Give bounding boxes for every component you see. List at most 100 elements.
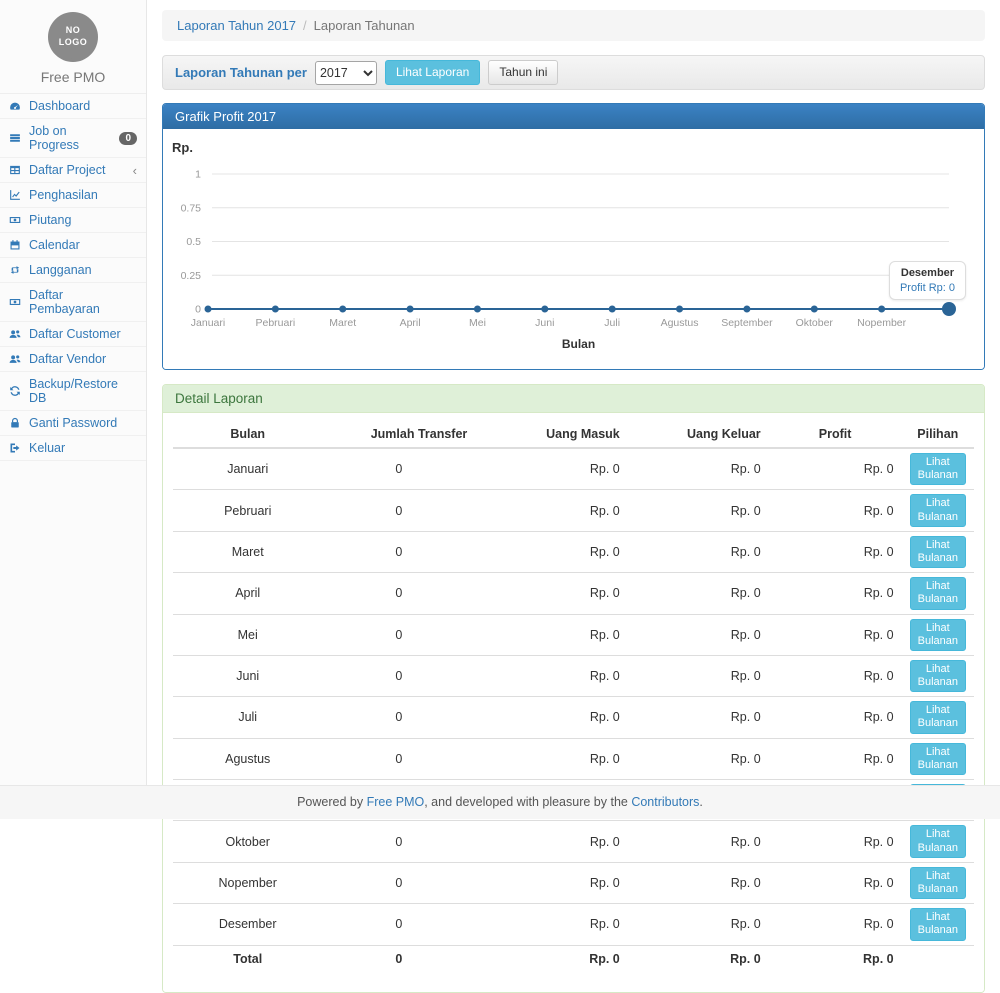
column-header: Jumlah Transfer [322, 421, 475, 448]
sidebar-item-calendar[interactable]: Calendar [0, 233, 146, 258]
cell-month: Juli [173, 697, 322, 738]
sidebar-item-ganti-password[interactable]: Ganti Password [0, 411, 146, 436]
tasks-icon [9, 132, 25, 144]
svg-text:September: September [721, 317, 773, 329]
cell-transfers: 0 [322, 448, 475, 490]
cell-profit: Rp. 0 [769, 904, 902, 945]
cell-transfers: 0 [322, 614, 475, 655]
lihat-bulanan-button[interactable]: Lihat Bulanan [910, 494, 966, 526]
line-chart-icon [9, 189, 25, 201]
svg-text:0.5: 0.5 [186, 236, 201, 248]
chart-panel-title: Grafik Profit 2017 [163, 104, 984, 129]
sidebar-item-keluar[interactable]: Keluar [0, 436, 146, 461]
lihat-bulanan-button[interactable]: Lihat Bulanan [910, 908, 966, 940]
svg-text:Juni: Juni [535, 317, 554, 329]
tooltip-value: Profit Rp: 0 [900, 282, 955, 294]
lihat-bulanan-button[interactable]: Lihat Bulanan [910, 867, 966, 899]
sidebar-item-langganan[interactable]: Langganan [0, 258, 146, 283]
breadcrumb-current: Laporan Tahunan [314, 18, 415, 33]
cell-profit: Rp. 0 [769, 531, 902, 572]
lihat-bulanan-button[interactable]: Lihat Bulanan [910, 619, 966, 651]
footer-link-free-pmo[interactable]: Free PMO [367, 795, 425, 809]
svg-text:1: 1 [195, 169, 201, 181]
y-axis-title: Rp. [172, 140, 193, 155]
svg-text:0: 0 [195, 304, 201, 316]
sidebar: NO LOGO Free PMO Dashboard Job on Progre… [0, 0, 147, 785]
lihat-bulanan-button[interactable]: Lihat Bulanan [910, 825, 966, 857]
sidebar-item-penghasilan[interactable]: Penghasilan [0, 183, 146, 208]
sidebar-item-job-on-progress[interactable]: Job on Progress 0 [0, 119, 146, 158]
tahun-ini-button[interactable]: Tahun ini [488, 60, 558, 84]
footer-text-middle: , and developed with pleasure by the [424, 795, 631, 809]
cell-uang-keluar: Rp. 0 [628, 738, 769, 779]
breadcrumb-separator: / [303, 18, 307, 33]
svg-text:Pebruari: Pebruari [256, 317, 296, 329]
cell-uang-masuk: Rp. 0 [475, 490, 627, 531]
footer-text-prefix: Powered by [297, 795, 366, 809]
table-row: Juli 0 Rp. 0 Rp. 0 Rp. 0 Lihat Bulanan [173, 697, 974, 738]
cell-uang-masuk: Rp. 0 [475, 821, 627, 862]
cell-month: April [173, 573, 322, 614]
calendar-icon [9, 239, 25, 251]
table-total-row: Total 0 Rp. 0 Rp. 0 Rp. 0 [173, 945, 974, 970]
total-profit: Rp. 0 [769, 945, 902, 970]
lihat-bulanan-button[interactable]: Lihat Bulanan [910, 743, 966, 775]
report-controls: Laporan Tahunan per 2017 Lihat Laporan T… [162, 55, 985, 90]
lihat-bulanan-button[interactable]: Lihat Bulanan [910, 536, 966, 568]
cell-uang-masuk: Rp. 0 [475, 531, 627, 572]
no-logo-badge: NO LOGO [48, 12, 98, 62]
cell-transfers: 0 [322, 904, 475, 945]
sidebar-item-dashboard[interactable]: Dashboard [0, 94, 146, 119]
refresh-icon [9, 385, 25, 397]
sidebar-item-daftar-project[interactable]: Daftar Project ‹ [0, 158, 146, 183]
sidebar-item-daftar-customer[interactable]: Daftar Customer [0, 322, 146, 347]
cell-uang-keluar: Rp. 0 [628, 490, 769, 531]
svg-text:Nopember: Nopember [857, 317, 907, 329]
sidebar-item-daftar-vendor[interactable]: Daftar Vendor [0, 347, 146, 372]
breadcrumb-link-year-report[interactable]: Laporan Tahun 2017 [177, 18, 296, 33]
lihat-bulanan-button[interactable]: Lihat Bulanan [910, 577, 966, 609]
lock-icon [9, 417, 25, 429]
dashboard-icon [9, 100, 25, 112]
money-icon [9, 214, 25, 226]
main-content: Laporan Tahun 2017 / Laporan Tahunan Lapor… [162, 0, 985, 993]
cell-uang-masuk: Rp. 0 [475, 655, 627, 696]
cell-uang-keluar: Rp. 0 [628, 573, 769, 614]
cell-transfers: 0 [322, 738, 475, 779]
cell-uang-keluar: Rp. 0 [628, 614, 769, 655]
cell-uang-masuk: Rp. 0 [475, 697, 627, 738]
tooltip-title: Desember [900, 267, 955, 279]
cell-transfers: 0 [322, 821, 475, 862]
svg-text:Mei: Mei [469, 317, 486, 329]
table-row: Agustus 0 Rp. 0 Rp. 0 Rp. 0 Lihat Bulana… [173, 738, 974, 779]
lihat-bulanan-button[interactable]: Lihat Bulanan [910, 701, 966, 733]
table-header-row: BulanJumlah TransferUang MasukUang Kelua… [173, 421, 974, 448]
lihat-laporan-button[interactable]: Lihat Laporan [385, 60, 480, 84]
svg-text:Januari: Januari [191, 317, 225, 329]
column-header: Uang Masuk [475, 421, 627, 448]
cell-month: Mei [173, 614, 322, 655]
users-icon [9, 353, 25, 365]
cell-uang-keluar: Rp. 0 [628, 821, 769, 862]
sign-out-icon [9, 442, 25, 454]
lihat-bulanan-button[interactable]: Lihat Bulanan [910, 453, 966, 485]
cell-transfers: 0 [322, 490, 475, 531]
cell-month: Nopember [173, 862, 322, 903]
sidebar-item-piutang[interactable]: Piutang [0, 208, 146, 233]
detail-panel-body: BulanJumlah TransferUang MasukUang Kelua… [163, 413, 984, 992]
cell-uang-keluar: Rp. 0 [628, 448, 769, 490]
column-header: Bulan [173, 421, 322, 448]
cell-uang-keluar: Rp. 0 [628, 531, 769, 572]
sidebar-item-backup-restore-db[interactable]: Backup/Restore DB [0, 372, 146, 411]
sidebar-item-daftar-pembayaran[interactable]: Daftar Pembayaran [0, 283, 146, 322]
footer-link-contributors[interactable]: Contributors [631, 795, 699, 809]
lihat-bulanan-button[interactable]: Lihat Bulanan [910, 660, 966, 692]
table-row: Nopember 0 Rp. 0 Rp. 0 Rp. 0 Lihat Bulan… [173, 862, 974, 903]
detail-panel-title: Detail Laporan [163, 385, 984, 413]
breadcrumb: Laporan Tahun 2017 / Laporan Tahunan [162, 10, 985, 41]
svg-text:Bulan: Bulan [562, 337, 595, 351]
year-select[interactable]: 2017 [315, 61, 377, 85]
profit-chart[interactable]: 00.250.50.751JanuariPebruariMaretAprilMe… [163, 157, 984, 357]
table-row: Maret 0 Rp. 0 Rp. 0 Rp. 0 Lihat Bulanan [173, 531, 974, 572]
cell-profit: Rp. 0 [769, 614, 902, 655]
